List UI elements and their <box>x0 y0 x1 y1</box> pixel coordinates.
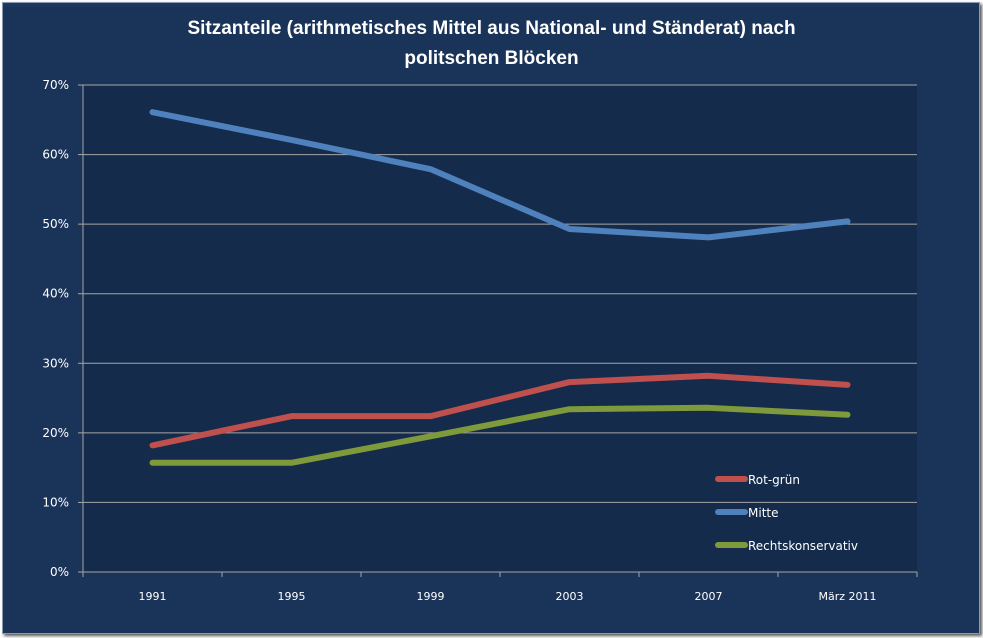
y-tick-label: 30% <box>42 356 69 370</box>
y-tick-label: 40% <box>42 287 69 301</box>
x-axis-ticks: 1991 1995 1999 2003 2007 März 2011 <box>139 590 877 603</box>
gridlines <box>78 84 918 577</box>
x-tick-label: 1991 <box>139 590 167 603</box>
y-tick-label: 70% <box>42 78 69 92</box>
chart-title: Sitzanteile (arithmetisches Mittel aus N… <box>0 14 983 74</box>
legend-label: Rot-grün <box>748 473 800 487</box>
legend: Rot-grün Mitte Rechtskonservativ <box>715 473 858 553</box>
x-tick-label: 1995 <box>278 590 306 603</box>
chart-title-line2: politschen Blöcken <box>404 48 579 69</box>
y-tick-label: 10% <box>42 495 69 509</box>
x-tick-label: 2007 <box>695 590 723 603</box>
x-tick-label: März 2011 <box>818 590 876 603</box>
legend-label: Mitte <box>748 506 778 520</box>
y-tick-label: 0% <box>50 565 69 579</box>
series-lines <box>149 109 851 466</box>
x-tick-label: 1999 <box>417 590 445 603</box>
y-tick-label: 50% <box>42 217 69 231</box>
series-line-rot-gr-n <box>149 372 851 449</box>
plot-area <box>83 85 917 572</box>
legend-label: Rechtskonservativ <box>748 539 858 553</box>
chart-title-line1: Sitzanteile (arithmetisches Mittel aus N… <box>187 18 796 39</box>
y-axis-ticks: 0% 10% 20% 30% 40% 50% 60% 70% <box>42 78 69 579</box>
x-tick-label: 2003 <box>556 590 584 603</box>
y-tick-label: 20% <box>42 426 69 440</box>
series-line-mitte <box>149 109 851 241</box>
y-tick-label: 60% <box>42 148 69 162</box>
series-line-rechtskonservativ <box>149 404 851 466</box>
